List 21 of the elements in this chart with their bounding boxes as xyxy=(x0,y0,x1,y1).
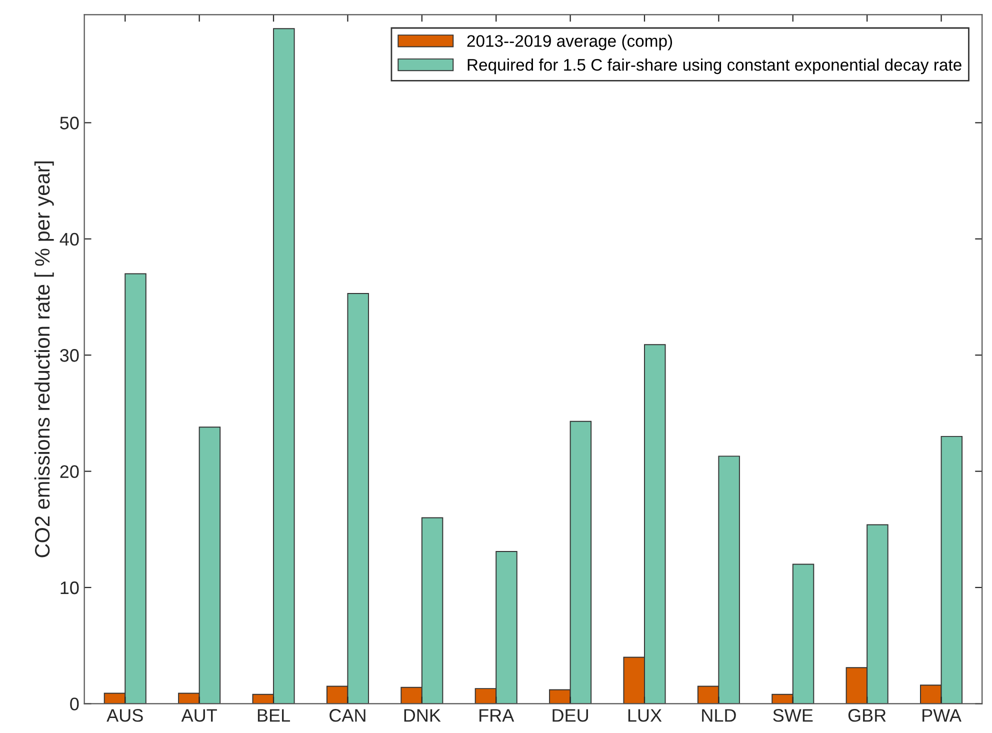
y-tick-label: 50 xyxy=(60,116,79,130)
x-tick-label: BEL xyxy=(258,709,290,722)
x-tick-label: SWE xyxy=(773,709,813,722)
x-tick-label: PWA xyxy=(922,709,962,722)
y-tick-label: 0 xyxy=(70,698,79,710)
legend-label: Required for 1.5 C fair-share using constant exponential decay rate xyxy=(468,58,962,74)
x-tick-label: AUT xyxy=(181,709,217,722)
x-tick-label: DNK xyxy=(404,709,441,722)
x-tick-label: GBR xyxy=(848,709,886,722)
y-tick-label: 10 xyxy=(60,581,79,594)
x-tick-label: LUX xyxy=(628,709,662,722)
x-tick-label: DEU xyxy=(552,709,588,722)
y-axis-title: CO2 emissions reduction rate [ % per year] xyxy=(34,161,54,558)
x-tick-label: CAN xyxy=(330,709,366,722)
y-tick-label: 20 xyxy=(60,465,79,478)
x-tick-label: AUS xyxy=(106,709,143,722)
x-tick-label: NLD xyxy=(702,709,736,722)
x-tick-label: FRA xyxy=(480,709,514,722)
legend-label: 2013--2019 average (comp) xyxy=(467,34,672,50)
y-tick-label: 40 xyxy=(60,232,79,246)
y-tick-label: 30 xyxy=(60,349,79,362)
